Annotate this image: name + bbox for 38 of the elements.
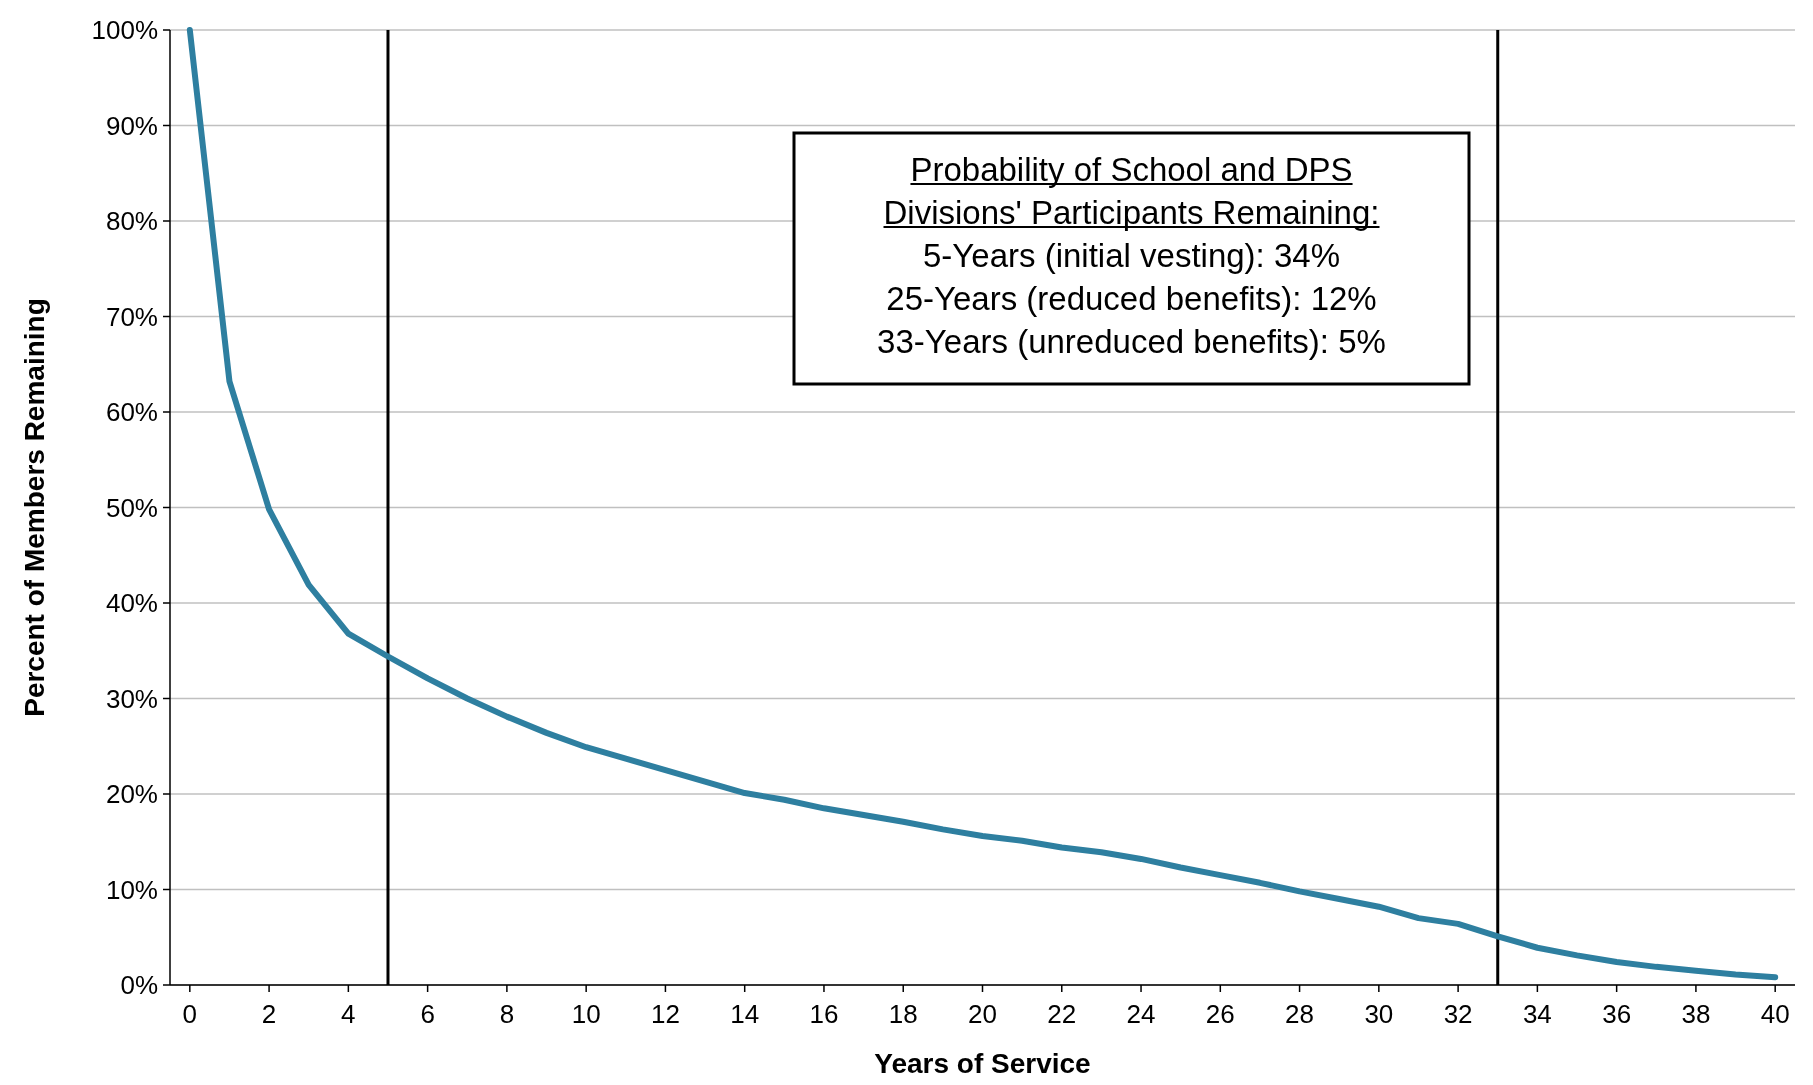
y-tick-label: 20%: [105, 779, 158, 810]
y-tick-label: 70%: [105, 301, 158, 332]
y-tick-label: 40%: [105, 588, 158, 619]
x-tick-label: 40: [1760, 999, 1790, 1029]
x-tick-label: 4: [341, 999, 356, 1029]
y-tick-label: 60%: [105, 397, 158, 428]
x-tick-label: 30: [1364, 999, 1394, 1029]
y-tick-label: 90%: [105, 110, 158, 141]
x-tick-label: 12: [650, 999, 680, 1029]
annotation: Probability of School and DPS Divisions' Participants Remaining:: [883, 151, 1380, 231]
annotation: 33-Years (unreduced benefits): 5%: [877, 323, 1386, 360]
x-tick-label: 2: [261, 999, 277, 1029]
y-tick-label: 30%: [105, 683, 158, 714]
x-tick-label: 16: [809, 999, 839, 1029]
x-tick-label: 6: [420, 999, 435, 1029]
y-tick-label: 10%: [105, 874, 158, 905]
x-tick-label: 10: [571, 999, 601, 1029]
x-tick-label: 24: [1126, 999, 1156, 1029]
x-tick-label: 34: [1522, 999, 1552, 1029]
x-axis-title: Years of Service: [874, 1048, 1091, 1079]
x-tick-label: 20: [968, 999, 997, 1029]
y-tick-label: 50%: [105, 492, 158, 523]
x-tick-label: 8: [499, 999, 515, 1029]
x-tick-label: 32: [1443, 999, 1473, 1029]
x-tick-label: 28: [1285, 999, 1315, 1029]
x-tick-label: 22: [1047, 999, 1077, 1029]
y-axis-title: Percent of Members Remaining: [19, 298, 50, 717]
x-tick-label: 36: [1602, 999, 1632, 1029]
y-tick-label: 80%: [105, 206, 158, 237]
y-tick-label: 0%: [120, 970, 158, 1001]
x-tick-label: 38: [1681, 999, 1711, 1029]
x-tick-label: 18: [888, 999, 918, 1029]
x-tick-label: 0: [182, 999, 198, 1029]
x-tick-label: 14: [730, 999, 760, 1029]
x-tick-label: 26: [1205, 999, 1235, 1029]
annotation: 5-Years (initial vesting): 34%: [923, 237, 1340, 274]
annotation: 25-Years (reduced benefits): 12%: [886, 280, 1377, 317]
y-tick-label: 100%: [91, 15, 158, 46]
